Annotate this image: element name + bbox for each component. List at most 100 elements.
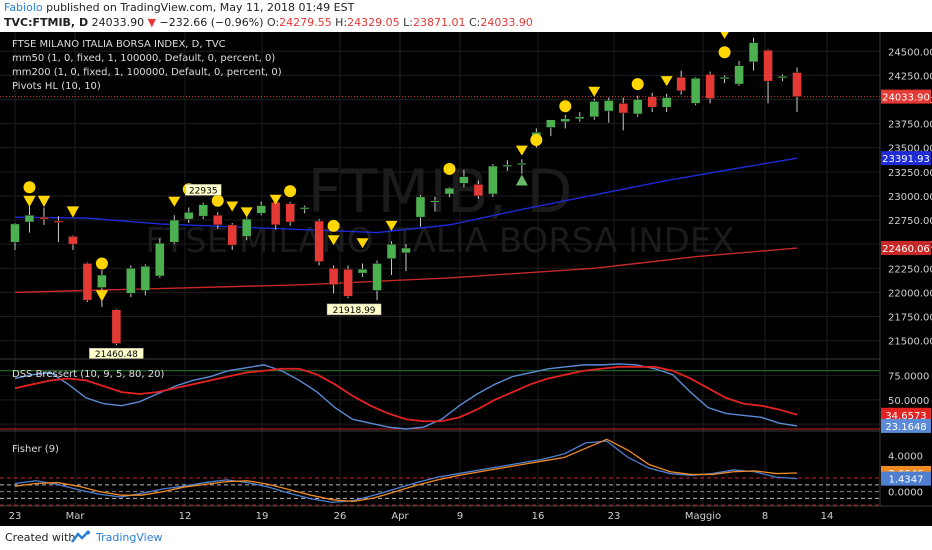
dss-value-badge [881,407,931,422]
high-pivot-label: 22935 [189,186,218,196]
tradingview-brand-link[interactable]: TradingView [96,531,163,544]
tradingview-logo-icon [71,530,90,543]
dss-value-badge-text: 34.6573 [885,411,926,422]
candle-body [256,205,266,214]
dss-legend: DSS Bressert (10, 9, 5, 80, 20) [12,369,164,380]
candle-body [97,274,107,288]
candle-body [748,42,759,63]
y-tick-label: 23500.00 [888,144,932,155]
high-label: H: [335,16,348,29]
grid-lines [0,32,880,506]
candle-body [575,116,585,120]
fisher-y-tick-label: 0.0000 [888,488,923,499]
price-axis-badge [881,241,931,256]
dss-blue-line [14,363,798,430]
legend-pivots: Pivots HL (10, 10) [12,81,101,92]
candle-body [68,236,78,245]
price-pane: 22935 21460.48 21918.99 [0,32,880,360]
candle-body [24,214,35,223]
close-value: 24033.90 [480,16,533,29]
candle-body [661,97,672,108]
y-tick-label: 23250.00 [888,168,932,179]
candle-body [589,101,600,118]
fisher-blue-line [14,440,798,504]
candle-body [270,201,281,226]
open-value: 24279.55 [279,16,332,29]
dss-red-line [14,365,798,423]
candle-body [39,216,49,220]
fisher-y-tick-label: 4.0000 [888,452,923,463]
candle-body [285,203,295,223]
candle-body [763,50,773,82]
candle-body [241,218,252,237]
y-tick-label: 23750.00 [888,120,932,131]
chart-area[interactable]: FTMIB, D FTSE MILANO ITALIA BORSA INDEX … [0,32,932,526]
down-triangle-marker [660,76,673,87]
pivot-dot [559,100,572,113]
dss-y-tick-label: 50.0000 [888,396,929,407]
x-tick-label: 23 [608,511,621,522]
down-triangle-marker [269,194,282,205]
down-triangle-marker [95,290,108,301]
candle-body [792,72,802,97]
low-pivot-label-2: 21918.99 [333,306,376,316]
candle-body [343,268,353,297]
x-tick-label: Mar [66,511,86,522]
x-tick-label: 23 [9,511,22,522]
x-tick-label: 14 [821,511,834,522]
x-tick-label: 8 [762,511,768,522]
ohlc-line: TVC:FTMIB, D 24033.90 ▼ −232.66 (−0.96%)… [4,16,533,29]
candle-body [10,223,20,243]
close-label: C: [469,16,481,29]
down-triangle-marker [23,195,36,206]
pivot-dot [443,162,456,175]
down-triangle-marker [66,206,79,217]
x-tick-label: 12 [179,511,192,522]
candle-body [676,77,686,92]
y-tick-label: 21750.00 [888,312,932,323]
candle-body [647,96,657,108]
candle-body [126,268,136,294]
y-tick-label: 24250.00 [888,71,932,82]
pivot-dot [23,181,36,194]
pivot-dot [327,219,340,232]
author-link[interactable]: Fabiolo [4,1,43,14]
candle-body [618,103,628,114]
fisher-value-badge-text: 1.4347 [889,475,924,486]
hollow-triangle-marker [37,196,50,208]
candle-body [372,263,382,291]
candle-body [328,268,339,285]
mm50-line [14,157,798,234]
x-tick-label: 26 [334,511,347,522]
down-triangle-marker [515,145,528,156]
candle-body [155,242,165,277]
chart-canvas[interactable]: FTMIB, D FTSE MILANO ITALIA BORSA INDEX … [0,32,932,526]
candle-body [357,268,368,274]
y-tick-label: 22000.00 [888,288,932,299]
candle-body [299,207,310,210]
down-triangle-marker [720,32,729,39]
low-pivot-label-2-box [326,303,382,316]
fisher-pane [0,438,880,506]
down-arrow-icon: ▼ [147,16,157,29]
candle-body [227,224,237,246]
down-triangle-marker [226,201,239,212]
candle-body [632,99,643,115]
x-tick-label: 9 [457,511,463,522]
open-label: O: [267,16,280,29]
price-axis-badge-text: 24033.90 [882,93,930,104]
y-tick-label: 21500.00 [888,337,932,348]
dss-y-tick-label: 75.0000 [888,372,929,383]
fisher-value-badge [881,471,931,486]
candle-body [719,77,730,80]
candle-body [690,78,701,104]
hollow-triangle-marker [95,290,108,302]
candle-body [184,212,194,220]
dss-value-badge [881,418,931,433]
published-text: published on TradingView.com, May 11, 20… [46,1,355,14]
candle-body [705,74,715,99]
fisher-orange-line [14,438,798,503]
candle-body [546,119,556,128]
candle-body [415,196,426,218]
legend-mm200: mm200 (1, 0, fixed, 1, 100000, Default, … [12,67,282,78]
